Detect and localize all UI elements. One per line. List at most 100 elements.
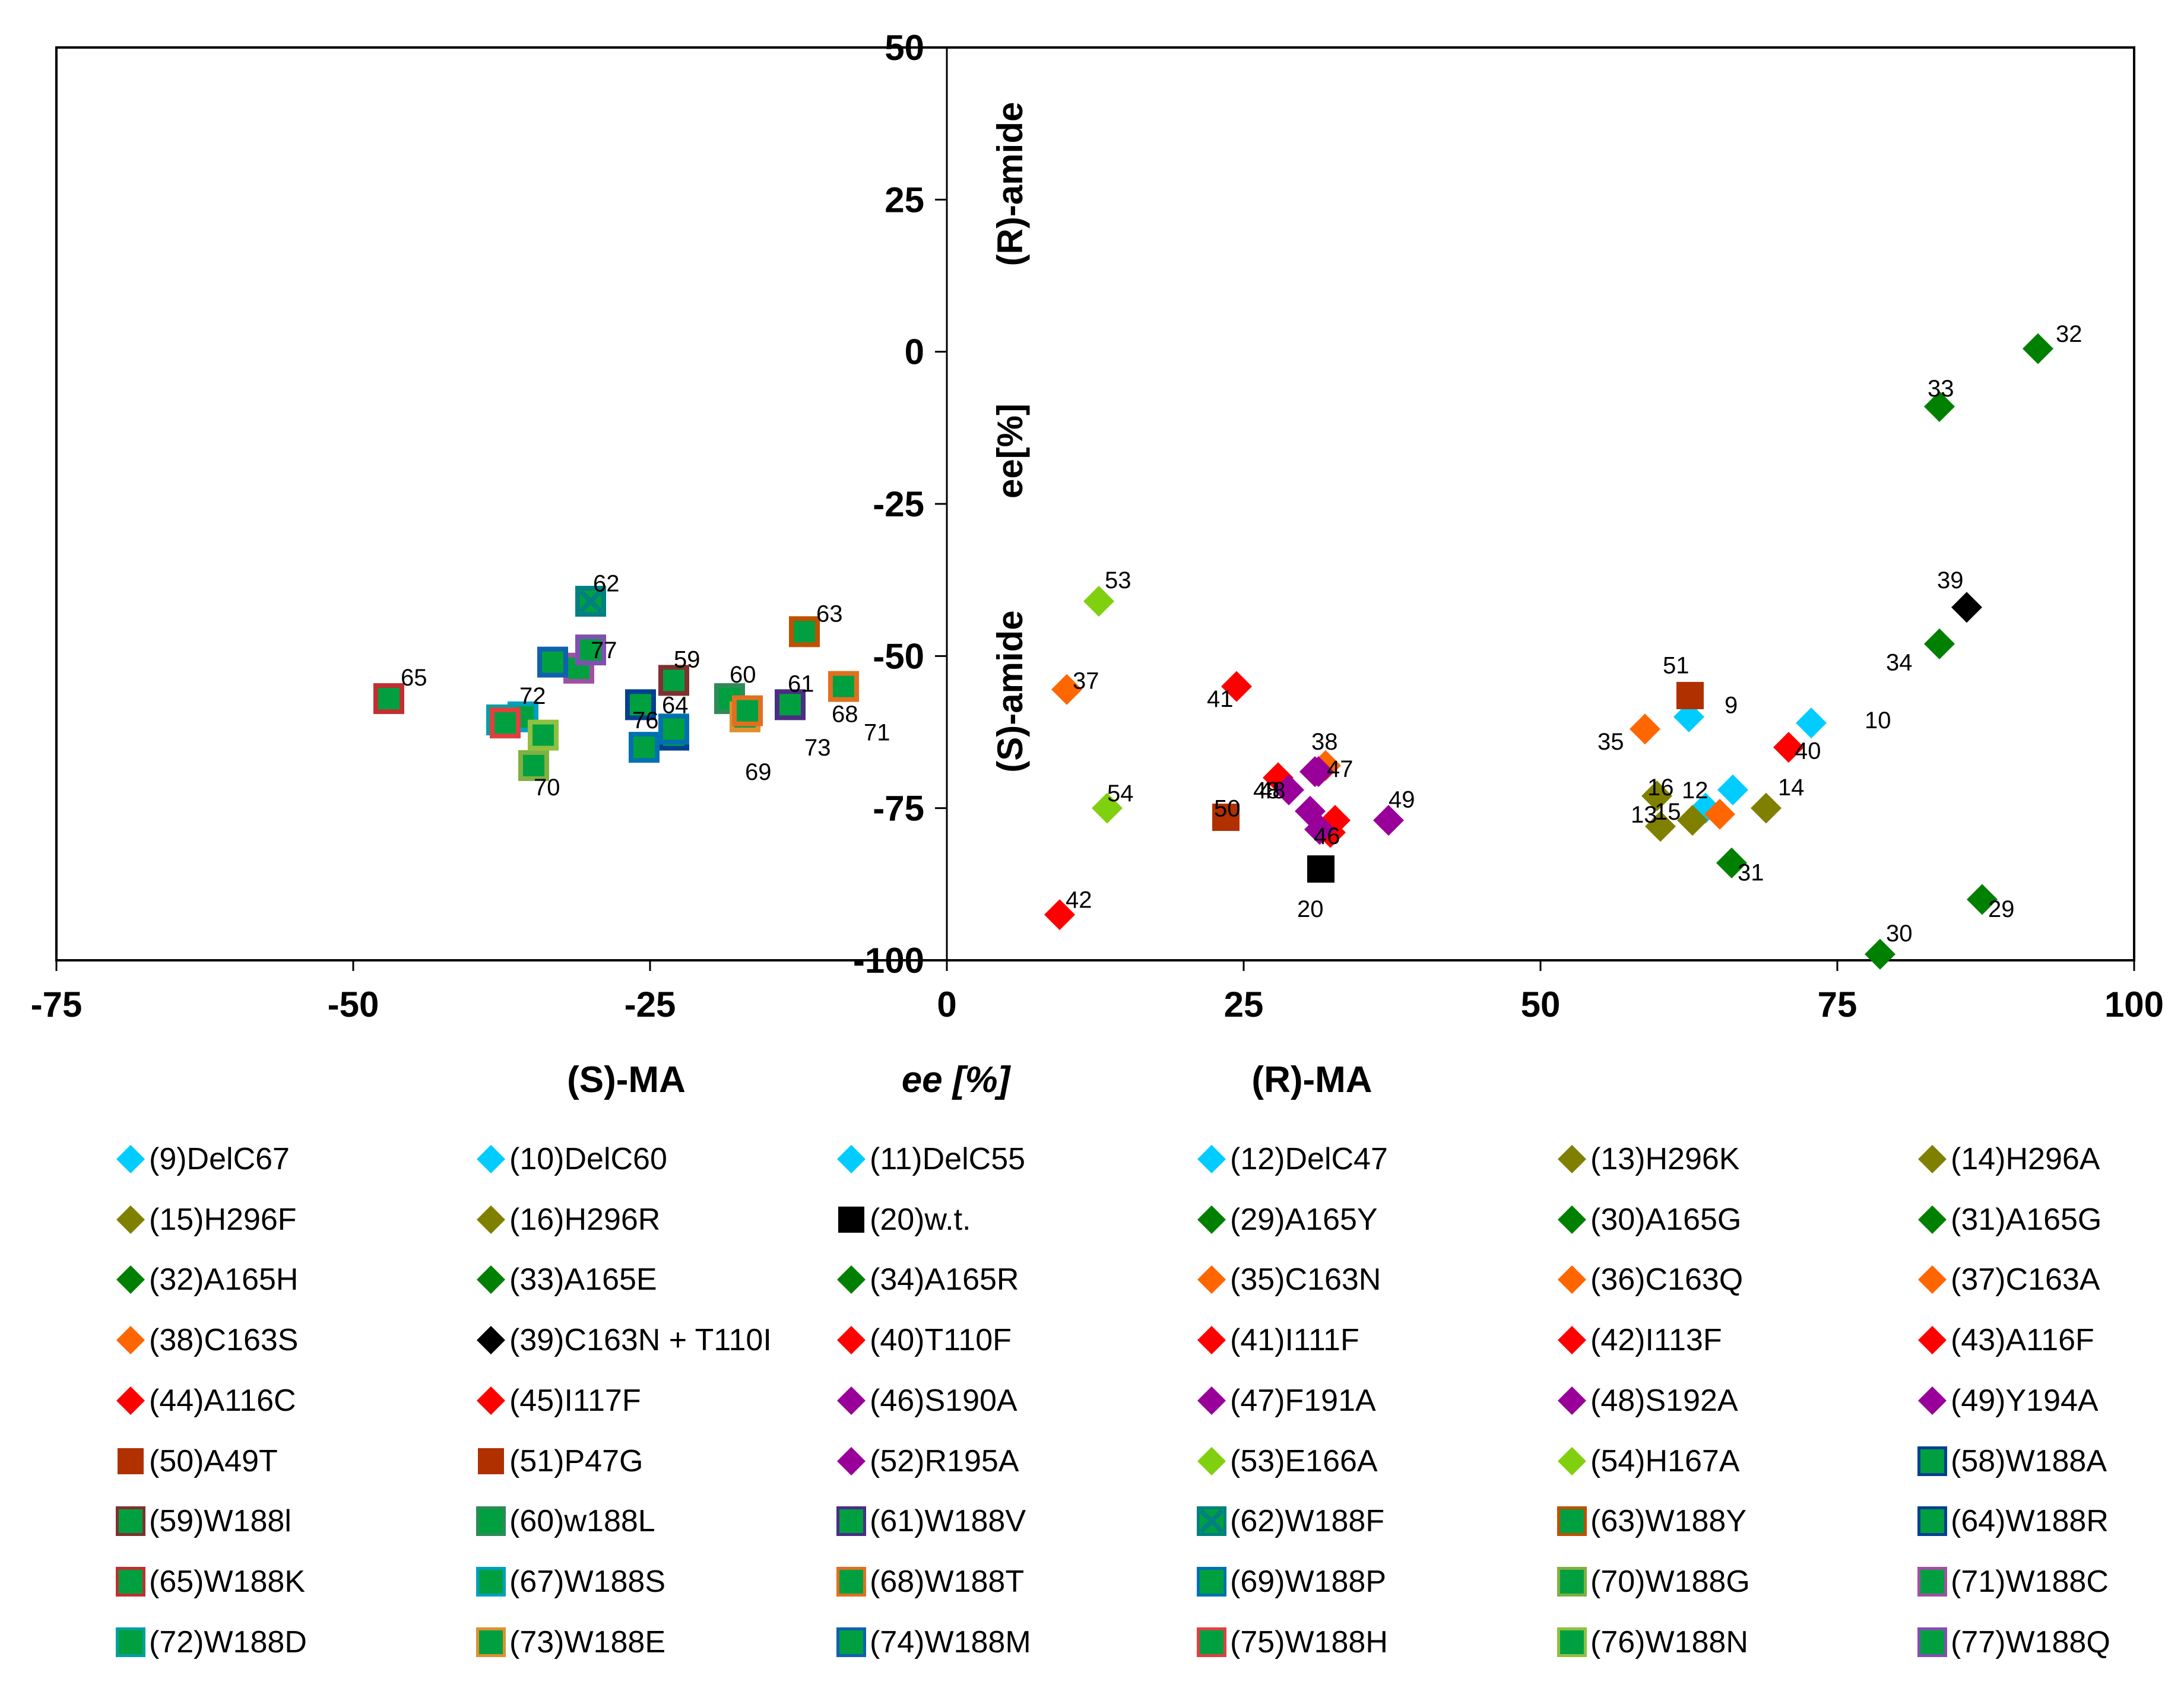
marker-35 xyxy=(1630,713,1660,745)
legend-label-48: (48)S192A xyxy=(1590,1383,1738,1418)
legend-item-34: (34)A165R xyxy=(836,1251,1019,1308)
marker-48b xyxy=(1295,795,1326,827)
legend-marker-shape-76 xyxy=(1557,1627,1587,1657)
legend-marker-37 xyxy=(1918,1265,1947,1294)
legend-label-35: (35)C163N xyxy=(1230,1262,1381,1297)
data-point-65 xyxy=(373,683,404,715)
marker-39 xyxy=(1951,592,1982,623)
data-label-51: 51 xyxy=(1663,653,1689,679)
legend-marker-shape-65 xyxy=(116,1566,145,1597)
legend-marker-shape-45 xyxy=(477,1386,505,1415)
legend: (9)DelC67 (10)DelC60 (11)DelC55 (12)DelC47 (… xyxy=(116,1131,2170,1665)
legend-label-30: (30)A165G xyxy=(1590,1202,1742,1237)
legend-label-62: (62)W188F xyxy=(1230,1504,1385,1539)
legend-label-46: (46)S190A xyxy=(870,1383,1017,1418)
legend-label-41: (41)I111F xyxy=(1230,1323,1359,1358)
data-point-76 xyxy=(528,719,559,751)
legend-marker-77 xyxy=(1917,1627,1947,1657)
legend-marker-shape-9 xyxy=(116,1145,145,1173)
legend-marker-51 xyxy=(478,1448,504,1474)
legend-label-37: (37)C163A xyxy=(1951,1262,2100,1297)
legend-item-16: (16)H296R xyxy=(476,1191,660,1248)
data-point-58 xyxy=(625,689,656,721)
data-label-39: 39 xyxy=(1937,567,1964,594)
y-tick-label: -50 xyxy=(873,636,924,676)
legend-label-51: (51)P47G xyxy=(509,1443,644,1478)
data-label-9: 9 xyxy=(1725,692,1738,718)
legend-marker-15 xyxy=(116,1205,145,1234)
legend-marker-38 xyxy=(116,1326,145,1355)
legend-marker-16 xyxy=(477,1205,505,1234)
data-point-34 xyxy=(1924,628,1955,659)
legend-item-71: (71)W188C xyxy=(1917,1553,2109,1610)
data-label-48b: 48 xyxy=(1259,777,1286,804)
legend-marker-shape-69 xyxy=(1197,1566,1226,1597)
legend-item-41: (41)I111F xyxy=(1197,1312,1359,1369)
legend-item-77: (77)W188Q xyxy=(1917,1614,2110,1671)
data-point-31 xyxy=(1716,847,1747,878)
legend-marker-35 xyxy=(1197,1265,1226,1294)
legend-marker-shape-46 xyxy=(837,1386,866,1415)
legend-marker-shape-62-cross xyxy=(1199,1509,1224,1534)
data-label-65: 65 xyxy=(401,665,427,691)
legend-marker-shape-60 xyxy=(476,1506,506,1537)
legend-label-65: (65)W188K xyxy=(149,1564,305,1599)
legend-marker-shape-10 xyxy=(477,1145,505,1173)
legend-marker-32 xyxy=(116,1265,145,1294)
legend-label-15: (15)H296F xyxy=(149,1202,297,1237)
data-point-33 xyxy=(1924,391,1955,422)
marker-16 xyxy=(1641,780,1672,812)
data-point-77 xyxy=(575,634,606,666)
marker-65 xyxy=(373,683,404,715)
legend-label-13: (13)H296K xyxy=(1590,1142,1740,1176)
legend-item-59: (59)W188l xyxy=(116,1493,291,1550)
legend-label-43: (43)A116F xyxy=(1951,1323,2094,1358)
legend-label-31: (31)A165G xyxy=(1951,1202,2102,1237)
marker-74 xyxy=(537,646,568,678)
legend-marker-42 xyxy=(1558,1326,1586,1355)
x-tick-label: 25 xyxy=(1224,985,1264,1024)
legend-marker-34 xyxy=(837,1265,866,1294)
legend-marker-65 xyxy=(116,1566,145,1597)
marker-59 xyxy=(658,665,689,696)
data-label-42: 42 xyxy=(1066,887,1092,913)
data-point-69 xyxy=(629,732,660,763)
data-label-15: 15 xyxy=(1654,799,1681,825)
x-axis-label-ee: ee [%] xyxy=(902,1059,1012,1100)
legend-marker-12 xyxy=(1197,1145,1226,1173)
legend-marker-shape-59 xyxy=(116,1506,145,1537)
data-point-15 xyxy=(1677,805,1708,836)
legend-label-68: (68)W188T xyxy=(870,1564,1025,1599)
marker-76 xyxy=(528,719,559,751)
legend-marker-shape-42 xyxy=(1558,1326,1586,1355)
legend-label-34: (34)A165R xyxy=(870,1262,1019,1297)
data-label-50: 50 xyxy=(1214,796,1241,822)
data-label-72: 72 xyxy=(519,683,546,709)
legend-item-51: (51)P47G xyxy=(476,1433,643,1490)
legend-marker-64 xyxy=(1917,1506,1947,1537)
data-label-32: 32 xyxy=(2056,321,2082,347)
marker-68 xyxy=(828,671,859,702)
legend-item-15: (15)H296F xyxy=(116,1191,297,1248)
legend-item-72: (72)W188D xyxy=(116,1614,307,1671)
legend-label-42: (42)I113F xyxy=(1590,1323,1722,1358)
data-point-61 xyxy=(775,689,806,721)
legend-label-44: (44)A116C xyxy=(149,1383,296,1418)
data-point-68 xyxy=(828,671,859,702)
legend-label-38: (38)C163S xyxy=(149,1323,299,1358)
legend-item-42: (42)I113F xyxy=(1557,1312,1722,1369)
legend-item-20: (20)w.t. xyxy=(836,1191,971,1248)
legend-label-77: (77)W188Q xyxy=(1951,1624,2110,1659)
x-axis-label-r-ma: (R)-MA xyxy=(1251,1059,1372,1100)
legend-label-39: (39)C163N + T110I xyxy=(509,1323,772,1358)
legend-label-49: (49)Y194A xyxy=(1951,1383,2099,1418)
marker-30 xyxy=(1865,938,1895,970)
data-point-74 xyxy=(537,646,568,678)
data-point-29 xyxy=(1967,884,1998,915)
legend-marker-shape-39 xyxy=(477,1326,505,1355)
legend-marker-shape-43 xyxy=(1918,1326,1947,1355)
legend-item-48: (48)S192A xyxy=(1557,1372,1738,1429)
legend-marker-29 xyxy=(1197,1205,1226,1234)
legend-marker-61 xyxy=(836,1506,866,1537)
legend-marker-70 xyxy=(1557,1566,1587,1597)
